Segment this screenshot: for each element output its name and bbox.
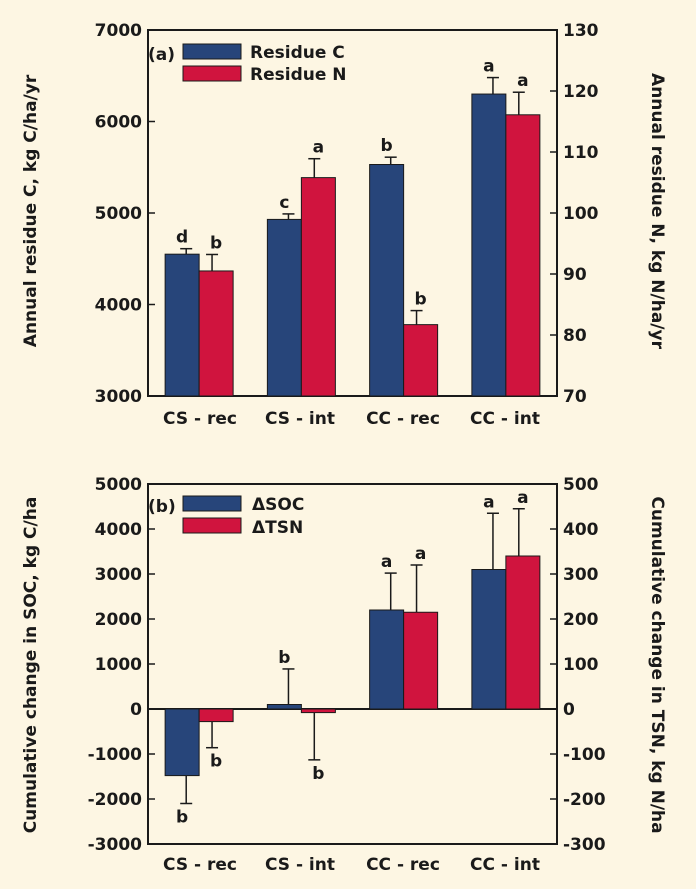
legend-label-residue-n: Residue N (250, 65, 347, 85)
panel-b-right-tick-label: -300 (563, 835, 606, 855)
panel-b-significance-label: b (278, 648, 290, 668)
panel-b-significance-label: a (415, 544, 426, 564)
panel-a-x-tick-label: CC - int (470, 409, 540, 429)
panel-b-left-tick-label: 3000 (95, 565, 142, 585)
panel-b-left-tick-label: -2000 (88, 790, 143, 810)
panel-b-right-axis-label: Cumulative change in TSN, kg N/ha (647, 496, 667, 833)
panel-b-right-tick-label: -100 (563, 745, 606, 765)
panel-b-significance-label: a (381, 552, 392, 572)
legend-label-delta-tsn: ΔTSN (252, 518, 303, 538)
panel-b-bar (369, 609, 405, 710)
panel-a-significance-label: a (483, 57, 494, 77)
legend-label-delta-soc: ΔSOC (252, 495, 304, 515)
panel-b-right-tick-label: 400 (563, 520, 599, 540)
chart-panel-b: (b) ΔSOC ΔTSN Cumulative change in SOC, … (21, 475, 667, 875)
panel-a-right-tick-label: 120 (563, 82, 599, 102)
panel-b-left-tick-label: 0 (130, 700, 142, 720)
panel-a-bar (369, 164, 405, 397)
panel-b-bar (300, 708, 336, 714)
panel-a-left-tick-label: 3000 (95, 387, 142, 407)
panel-b-bar (471, 569, 507, 710)
panel-b-bar (198, 708, 234, 723)
legend-label-residue-c: Residue C (250, 43, 345, 63)
panel-b-bar (505, 555, 541, 710)
panel-b-x-tick-label: CC - int (470, 855, 540, 875)
panel-b-significance-label: b (176, 808, 188, 828)
panel-a-significance-label: d (176, 228, 188, 248)
panel-b-left-tick-label: -1000 (88, 745, 143, 765)
panel-a-legend: Residue C Residue N (182, 43, 347, 85)
panel-a-x-tick-label: CS - int (265, 409, 335, 429)
panel-b-left-tick-label: 4000 (95, 520, 142, 540)
legend-swatch-residue-n (182, 65, 242, 82)
panel-b-left-tick-label: 5000 (95, 475, 142, 495)
panel-b-significance-label: b (312, 764, 324, 784)
panel-a-left-tick-label: 7000 (95, 21, 142, 41)
panel-b-label: (b) (148, 497, 176, 517)
legend-swatch-delta-soc (182, 495, 242, 512)
panel-b-bar (403, 611, 439, 710)
panel-a-bar (198, 270, 234, 397)
panel-a-right-tick-label: 130 (563, 21, 599, 41)
panel-b-left-tick-label: -3000 (88, 835, 143, 855)
panel-a-significance-label: a (517, 71, 528, 91)
panel-b-right-tick-label: 300 (563, 565, 599, 585)
panel-b-bar (164, 708, 200, 777)
panel-b-left-axis-label: Cumulative change in SOC, kg C/ha (21, 497, 41, 834)
panel-a-right-tick-label: 110 (563, 143, 599, 163)
panel-b-right-tick-label: -200 (563, 790, 606, 810)
legend-swatch-delta-tsn (182, 517, 242, 534)
panel-a-right-tick-label: 100 (563, 204, 599, 224)
panel-b-left-tick-label: 2000 (95, 610, 142, 630)
panel-a-significance-label: c (279, 193, 289, 213)
panel-a-x-tick-label: CC - rec (366, 409, 440, 429)
panel-a-bar (505, 114, 541, 397)
legend-swatch-residue-c (182, 43, 242, 60)
panel-a-left-tick-label: 4000 (95, 296, 142, 316)
panel-a-significance-label: b (210, 233, 222, 253)
panel-a-significance-label: a (313, 138, 324, 158)
panel-b-right-tick-label: 0 (563, 700, 575, 720)
panel-b-significance-label: a (517, 488, 528, 508)
panel-b-bar (266, 704, 302, 710)
panel-a-left-tick-label: 6000 (95, 113, 142, 133)
panel-a-bar (164, 253, 200, 397)
panel-b-x-tick-label: CS - int (265, 855, 335, 875)
panel-a-left-axis-label: Annual residue C, kg C/ha/yr (21, 74, 41, 347)
chart-panel-a: (a) Residue C Residue N Annual residue C… (21, 21, 667, 429)
panel-a-bar (403, 324, 439, 397)
panel-a-x-tick-label: CS - rec (163, 409, 237, 429)
panel-b-x-tick-label: CS - rec (163, 855, 237, 875)
panel-a-bar (300, 177, 336, 397)
panel-a-right-tick-label: 70 (563, 387, 587, 407)
panel-a-right-axis-label: Annual residue N, kg N/ha/yr (647, 73, 667, 350)
panel-a-right-tick-label: 90 (563, 265, 587, 285)
panel-a-right-tick-label: 80 (563, 326, 587, 346)
panel-a-significance-label: b (415, 290, 427, 310)
panel-a-bar (266, 218, 302, 397)
panel-b-left-tick-label: 1000 (95, 655, 142, 675)
panel-a-bar (471, 93, 507, 397)
panel-b-right-tick-label: 200 (563, 610, 599, 630)
panel-b-legend: ΔSOC ΔTSN (182, 495, 304, 538)
panel-b-right-tick-label: 100 (563, 655, 599, 675)
panel-b-significance-label: a (483, 492, 494, 512)
panel-a-significance-label: b (381, 136, 393, 156)
panel-b-right-tick-label: 500 (563, 475, 599, 495)
panel-b-significance-label: b (210, 752, 222, 772)
panel-a-label: (a) (148, 45, 175, 65)
panel-a-left-tick-label: 5000 (95, 204, 142, 224)
panel-b-x-tick-label: CC - rec (366, 855, 440, 875)
